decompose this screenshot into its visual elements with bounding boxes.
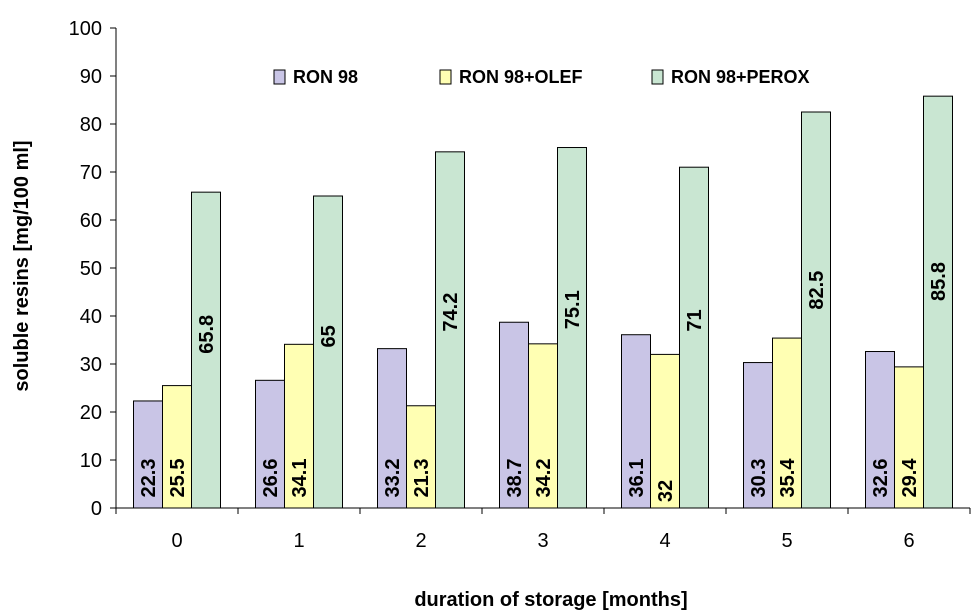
x-tick-label: 5 [781, 530, 792, 552]
data-label: 74.2 [440, 293, 462, 332]
data-label: 36.1 [626, 459, 648, 498]
data-label: 29.4 [899, 458, 921, 498]
data-label: 71 [684, 309, 706, 331]
bars-layer [133, 95, 953, 509]
bar [313, 195, 343, 509]
bar [679, 166, 709, 509]
y-tick-label: 80 [80, 114, 102, 136]
x-axis-title: duration of storage [months] [414, 589, 687, 611]
data-label: 30.3 [748, 459, 770, 498]
data-label: 32 [655, 480, 677, 502]
bar [865, 351, 895, 509]
data-label: 38.7 [504, 459, 526, 498]
data-label: 34.2 [533, 459, 555, 498]
data-label: 65 [318, 325, 340, 347]
legend: RON 98 RON 98+OLEF RON 98+PEROX [273, 67, 810, 87]
y-tick-label: 90 [80, 66, 102, 88]
bar [557, 147, 587, 509]
data-labels-layer: 22.3 26.6 33.2 38.7 36.1 30.3 32.6 25.5 34.1 21.3… [138, 262, 950, 502]
data-label: 34.1 [289, 459, 311, 498]
bar [743, 362, 773, 509]
bar [772, 337, 802, 509]
y-tick-label: 70 [80, 162, 102, 184]
bar [435, 151, 465, 509]
bar [191, 191, 221, 509]
data-label: 22.3 [138, 459, 160, 498]
x-tick-label: 3 [537, 530, 548, 552]
data-label: 65.8 [196, 315, 218, 354]
bar [406, 405, 436, 509]
bar [284, 343, 314, 509]
legend-label: RON 98+PEROX [671, 67, 810, 87]
y-tick-label: 60 [80, 210, 102, 232]
y-tick-label: 100 [69, 18, 102, 40]
y-tick-label: 20 [80, 402, 102, 424]
data-label: 82.5 [806, 271, 828, 310]
y-tick-label: 40 [80, 306, 102, 328]
bar [528, 343, 558, 509]
data-label: 85.8 [928, 262, 950, 301]
bar [162, 385, 192, 509]
data-label: 35.4 [777, 458, 799, 498]
axes-layer: 0 10 20 30 40 50 60 70 80 90 100 0 1 2 3 4 5 6 [69, 18, 971, 552]
x-tick-label: 1 [293, 530, 304, 552]
y-tick-label: 50 [80, 258, 102, 280]
bar [650, 353, 680, 509]
bar [923, 95, 953, 509]
bar [801, 111, 831, 509]
x-tick-label: 6 [903, 530, 914, 552]
legend-label: RON 98 [293, 67, 358, 87]
y-tick-label: 10 [80, 450, 102, 472]
bar [621, 334, 651, 509]
y-tick-label: 30 [80, 354, 102, 376]
bar [377, 348, 407, 509]
data-label: 21.3 [411, 459, 433, 498]
bar [499, 321, 529, 509]
bar [133, 400, 163, 509]
bar [255, 379, 285, 509]
x-tick-label: 2 [415, 530, 426, 552]
y-axis-title: soluble resins [mg/100 ml] [11, 140, 33, 391]
legend-swatch [651, 69, 664, 85]
y-tick-label: 0 [91, 498, 102, 520]
legend-label: RON 98+OLEF [459, 67, 583, 87]
data-label: 26.6 [260, 459, 282, 498]
bar [894, 366, 924, 509]
legend-swatch [273, 69, 286, 85]
data-label: 25.5 [167, 459, 189, 498]
x-tick-label: 4 [659, 530, 670, 552]
legend-swatch [439, 69, 452, 85]
data-label: 75.1 [562, 290, 584, 329]
x-tick-label: 0 [171, 530, 182, 552]
data-label: 32.6 [870, 459, 892, 498]
data-label: 33.2 [382, 459, 404, 498]
